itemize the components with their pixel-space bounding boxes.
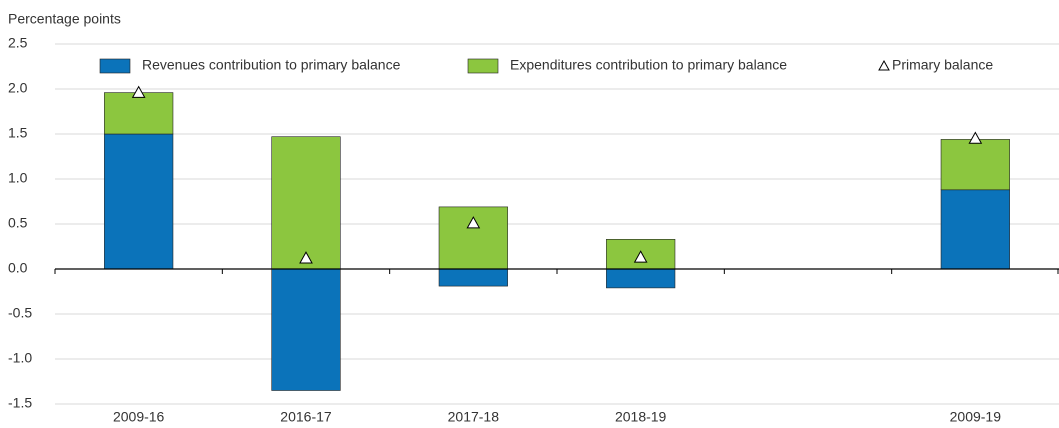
y-tick-label: 0.0 xyxy=(8,260,28,276)
bar xyxy=(271,136,341,270)
bar xyxy=(940,139,1010,191)
y-tick-label: -0.5 xyxy=(8,305,32,321)
bar xyxy=(606,268,676,289)
legend-swatch xyxy=(878,59,890,71)
bar xyxy=(438,268,508,287)
y-tick-label: 0.5 xyxy=(8,215,28,231)
y-tick-label: 2.0 xyxy=(8,80,28,96)
marker xyxy=(466,216,481,229)
legend-label: Primary balance xyxy=(892,57,993,73)
y-tick-label: 1.0 xyxy=(8,170,28,186)
x-tick-label: 2017-18 xyxy=(448,409,500,425)
legend-label: Expenditures contribution to primary bal… xyxy=(510,57,787,73)
marker xyxy=(131,85,146,98)
marker xyxy=(633,250,648,263)
marker xyxy=(968,131,983,144)
y-tick-label: 1.5 xyxy=(8,125,28,141)
x-tick-label: 2016-17 xyxy=(280,409,332,425)
y-tick-label: -1.0 xyxy=(8,350,32,366)
bar xyxy=(271,268,341,391)
y-tick-label: -1.5 xyxy=(8,395,32,411)
legend-swatch xyxy=(99,58,131,74)
bar xyxy=(104,92,174,135)
y-tick-label: 2.5 xyxy=(8,35,28,51)
x-tick-label: 2009-19 xyxy=(950,409,1002,425)
legend-swatch xyxy=(467,58,499,74)
marker xyxy=(299,251,313,264)
y-axis-label: Percentage points xyxy=(8,11,121,27)
legend-label: Revenues contribution to primary balance xyxy=(142,57,401,73)
bar xyxy=(940,189,1010,270)
bar xyxy=(104,133,174,270)
x-tick-label: 2009-16 xyxy=(113,409,165,425)
x-tick-label: 2018-19 xyxy=(615,409,667,425)
